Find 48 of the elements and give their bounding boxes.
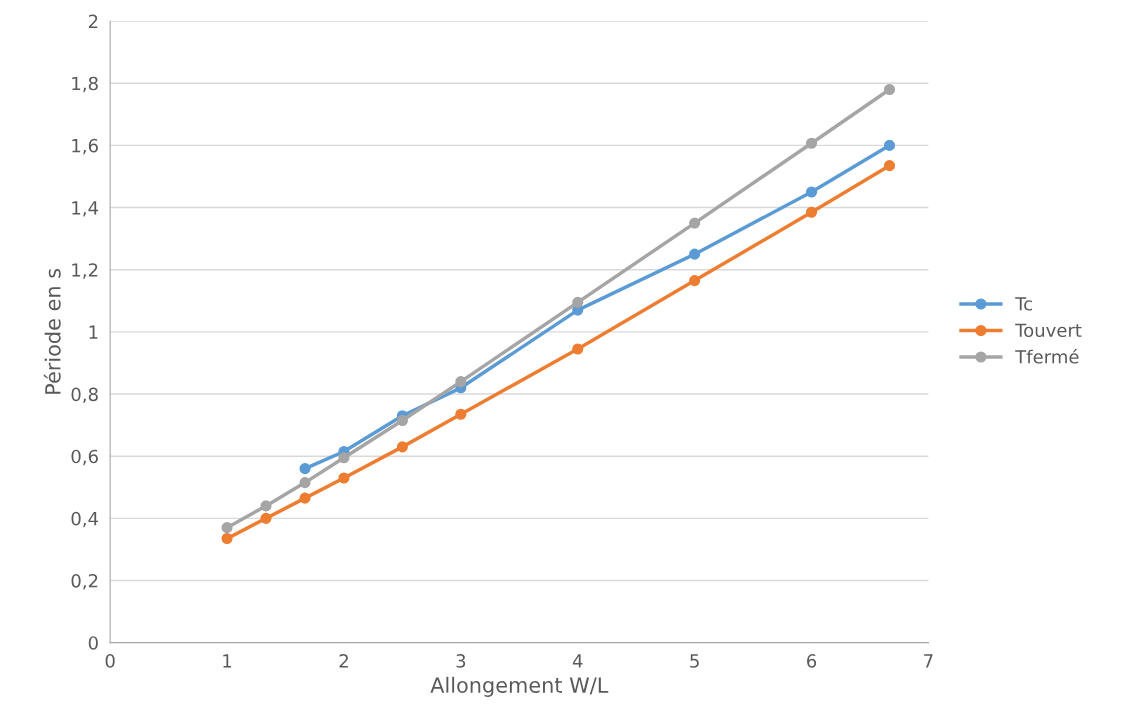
y-tick-label: 1,2 <box>72 263 98 279</box>
x-axis-title: Allongement W/L <box>430 676 609 697</box>
x-tick-label: 5 <box>690 654 699 668</box>
y-tick-label: 0,6 <box>71 449 98 466</box>
x-tick-label: 4 <box>572 654 583 668</box>
point <box>689 248 701 260</box>
point <box>260 500 272 512</box>
point <box>455 376 467 388</box>
point <box>883 139 896 151</box>
point <box>689 217 701 229</box>
y-tick-label: 1,8 <box>72 76 98 93</box>
x-tick-label: 3 <box>456 654 466 668</box>
point <box>805 206 818 218</box>
x-tick-label: 7 <box>924 654 933 668</box>
y-tick-label: 0,4 <box>71 511 99 528</box>
y-tick-label: 1,6 <box>72 138 98 155</box>
point <box>221 522 233 534</box>
y-tick-label: 1 <box>89 325 98 339</box>
y-tick-label: 0,2 <box>71 573 98 590</box>
point <box>338 452 350 464</box>
y-axis-title: Période en s <box>43 268 61 394</box>
point <box>396 414 408 427</box>
point <box>260 512 272 524</box>
legend-label: Touvert <box>1015 323 1082 338</box>
x-tick-label: 0 <box>105 654 115 668</box>
point <box>572 343 584 355</box>
point <box>805 186 818 198</box>
point <box>299 477 311 489</box>
y-tick-label: 0,8 <box>71 387 98 403</box>
point <box>338 472 350 484</box>
y-tick-label: 2 <box>88 14 98 28</box>
point <box>883 83 896 96</box>
point <box>299 492 311 504</box>
legend-label: Tfermé <box>1015 348 1079 364</box>
point <box>221 532 233 545</box>
x-tick-label: 1 <box>223 654 232 668</box>
x-tick-label: 6 <box>807 654 817 668</box>
point <box>883 160 896 172</box>
point <box>455 408 467 420</box>
point <box>396 441 408 453</box>
point <box>689 275 701 287</box>
legend-label: Tc <box>1015 297 1032 311</box>
point <box>805 137 818 149</box>
x-tick-label: 2 <box>339 654 348 668</box>
point <box>572 296 584 308</box>
y-tick-label: 0 <box>88 636 98 650</box>
point <box>299 463 311 475</box>
y-tick-label: 1,4 <box>72 201 99 217</box>
